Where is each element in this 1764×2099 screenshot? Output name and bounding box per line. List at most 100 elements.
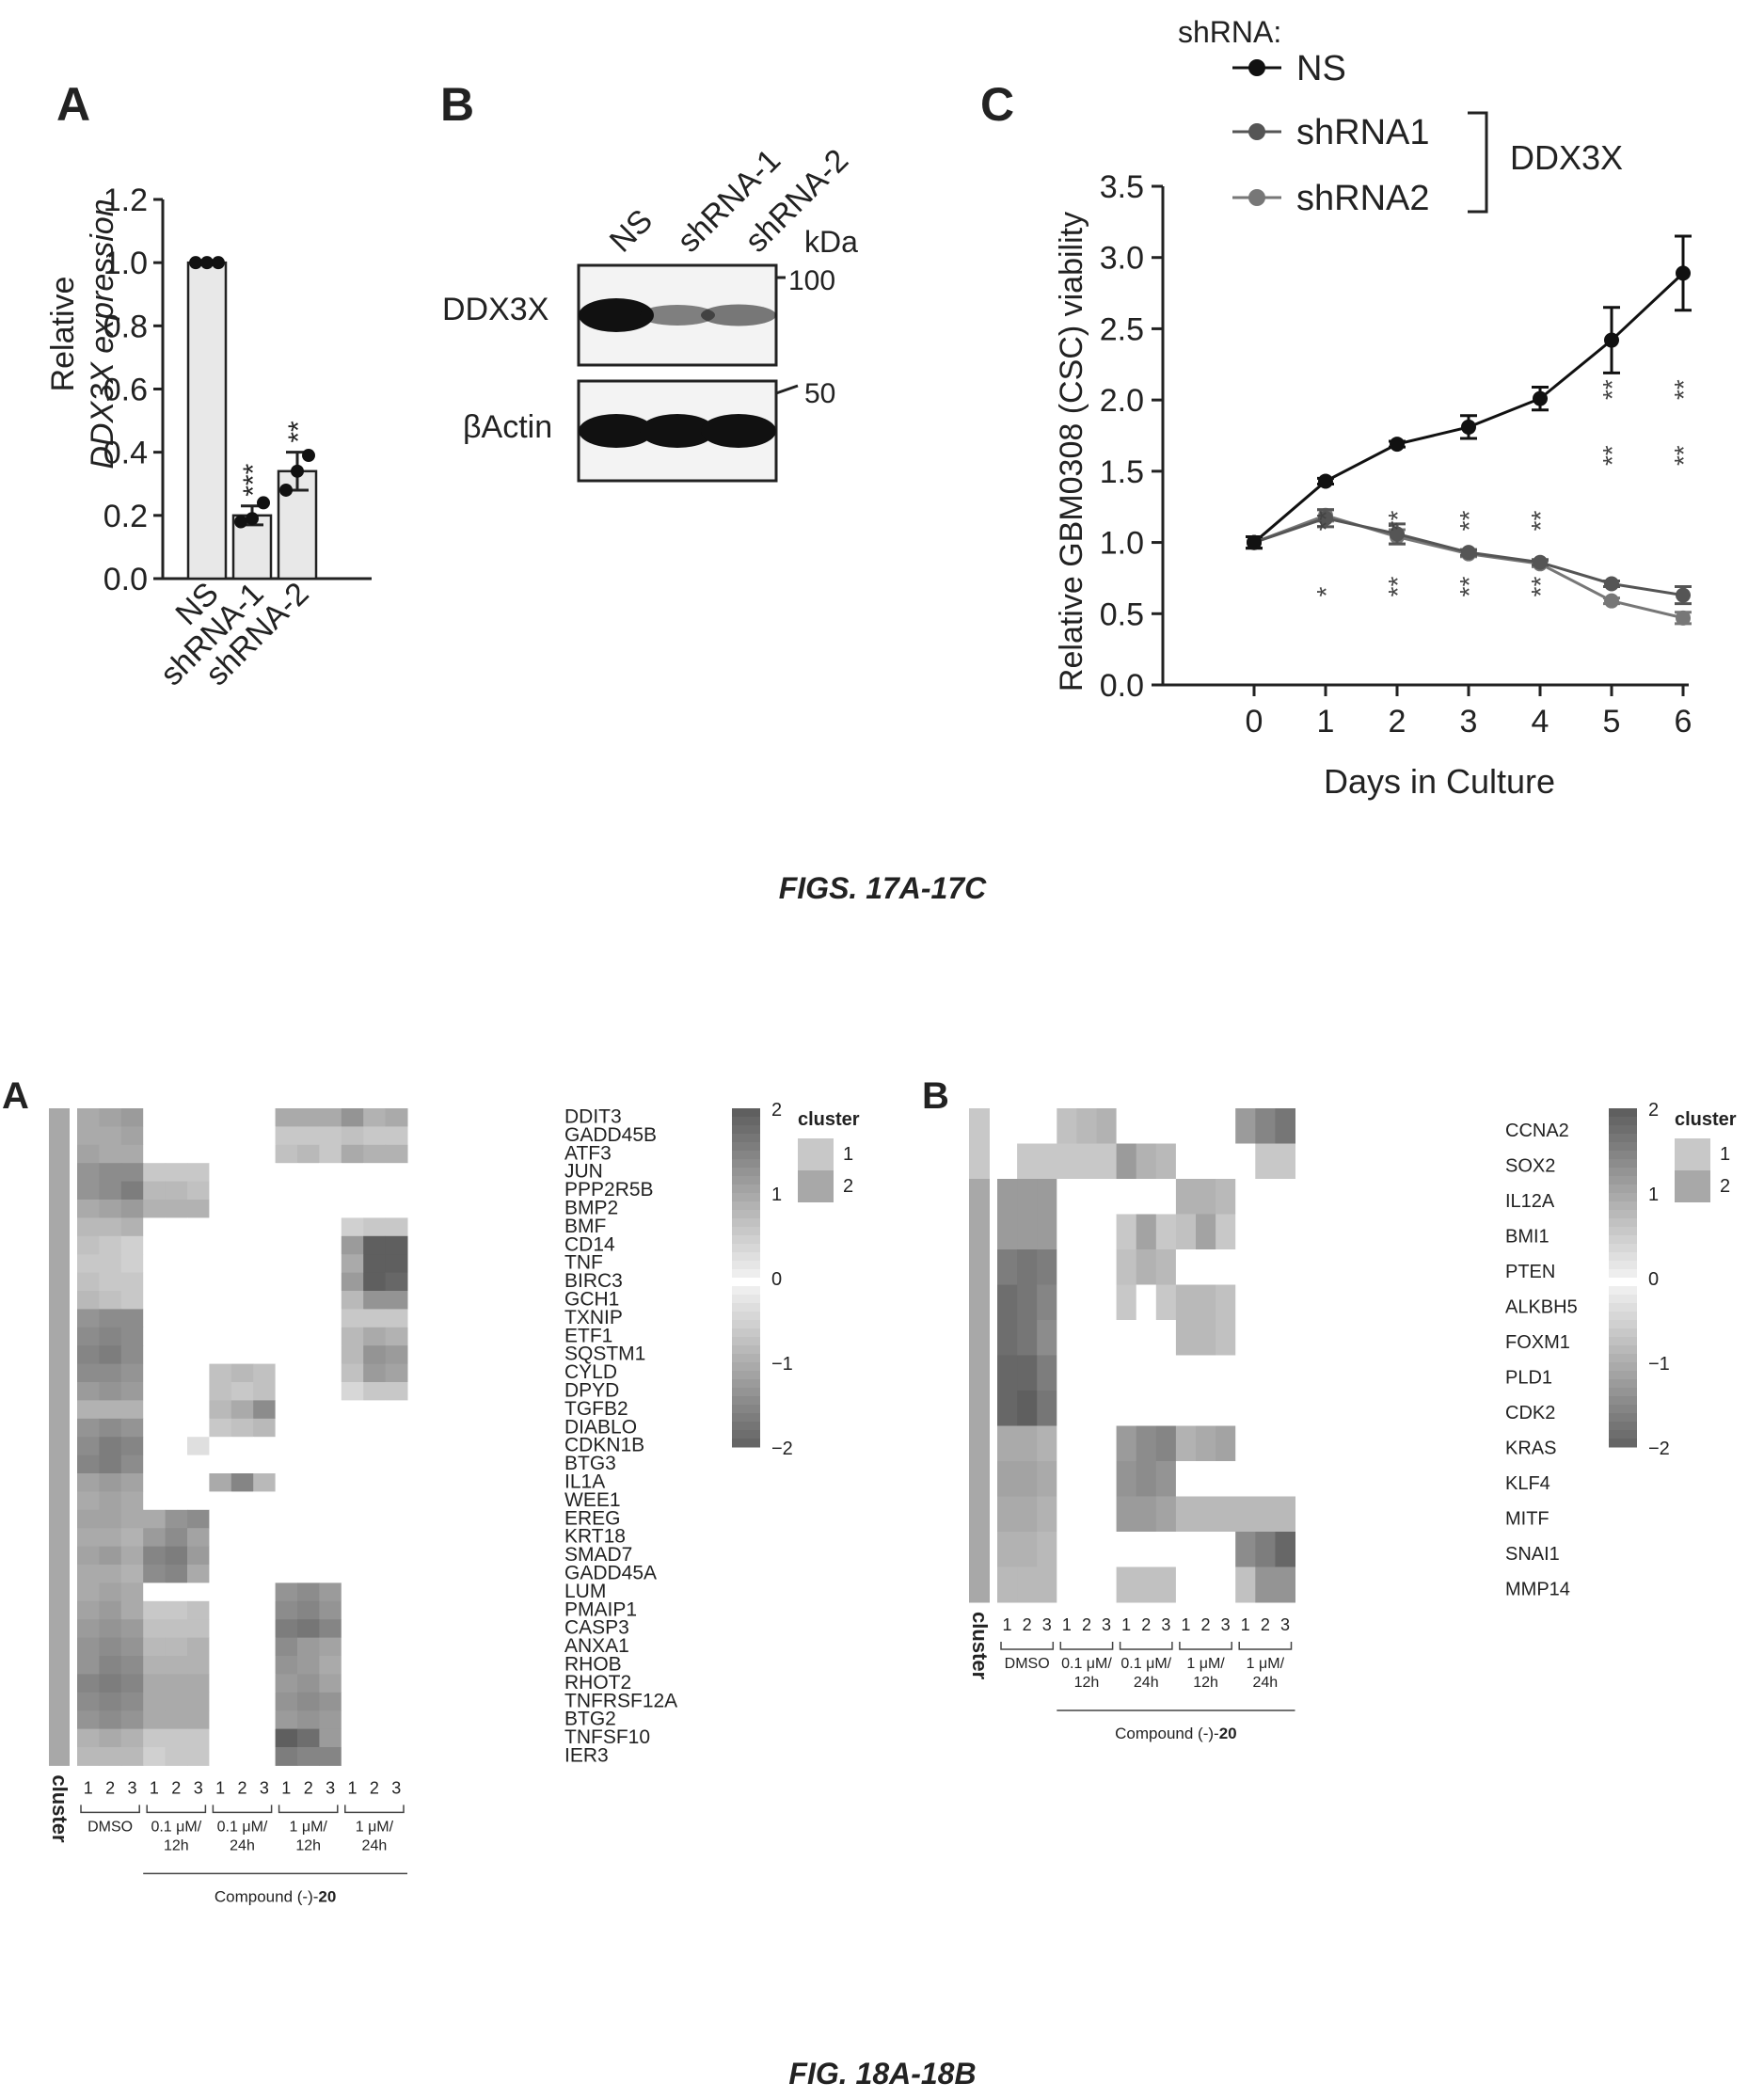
heatmap-cell [997,1355,1018,1391]
gene-label-DDIT3: DDIT3 [564,1106,622,1128]
heatmap-cell [1096,1496,1118,1533]
heatmap-cell [1017,1179,1038,1215]
heatmap-cell [363,1600,387,1620]
heatmap-cell [1057,1355,1077,1391]
heatmap-cell [385,1455,408,1474]
heatmap-cell [319,1418,342,1438]
data-point-NS [1676,265,1691,281]
heatmap-cell [77,1619,100,1639]
heatmap-cell [1216,1461,1236,1497]
heatmap-cell [363,1200,387,1218]
significance-17c: ** [1669,379,1698,400]
y-tick-label-17a: 0.4 [103,436,148,471]
heatmap-cell [341,1309,364,1328]
heatmap-cell [1037,1496,1057,1533]
cluster-cell [969,1179,990,1215]
heatmap-cell [143,1291,167,1310]
scale-bar-cell [1609,1142,1637,1152]
heatmap-cell [341,1418,364,1438]
gene-label-MMP14: MMP14 [1505,1580,1570,1600]
heatmap-cell [1255,1108,1276,1144]
cluster-legend-swatch [798,1170,834,1202]
bar-chart-17a: 0.00.20.40.60.81.01.2NS***shRNA-1**shRNA… [103,183,372,692]
heatmap-cell [230,1126,254,1146]
scale-bar-cell [1609,1345,1637,1355]
heatmap-cell [319,1491,342,1511]
heatmap-cell [1275,1320,1295,1356]
heatmap-cell [99,1509,122,1529]
heatmap-cell [341,1382,364,1401]
heatmap-cell [77,1382,100,1401]
scale-bar-cell [1609,1218,1637,1228]
heatmap-cell [275,1309,298,1328]
heatmap-cell [143,1637,167,1657]
heatmap-cell [363,1674,387,1694]
heatmap-cell [209,1181,232,1201]
gene-label-BIRC3: BIRC3 [564,1270,623,1292]
heatmap-cell [319,1582,342,1602]
heatmap-cell [297,1710,320,1730]
heatmap-cell [319,1619,342,1639]
kda-label: kDa [804,225,858,259]
heatmap-cell [385,1181,408,1201]
scale-bar-cell [732,1388,760,1397]
heatmap-cell [77,1528,100,1548]
heatmap-cell [120,1728,144,1748]
heatmap-cell [1057,1284,1077,1321]
heatmap-cell [319,1565,342,1583]
heatmap-cell [1235,1284,1256,1321]
heatmap-cell [99,1108,122,1127]
data-point-NS [1247,534,1262,550]
heatmap-cell [363,1309,387,1328]
data-point-NS [1533,390,1548,406]
heatmap-cell [1057,1496,1077,1533]
heatmap-cell [385,1272,408,1292]
heatmap-cell [275,1528,298,1548]
heatmap-cell [253,1528,277,1548]
gene-label-JUN: JUN [564,1161,603,1183]
heatmap-cell [230,1363,254,1383]
scale-bar-cell [1609,1176,1637,1185]
heatmap-cell [165,1619,188,1639]
group-bracket [1000,1642,1055,1650]
heatmap-cell [1136,1320,1157,1356]
heatmap-cell [120,1254,144,1274]
heatmap-cell [297,1728,320,1748]
heatmap-cell [77,1473,100,1492]
heatmap-cell [1235,1108,1256,1144]
heatmap-cell [1235,1391,1256,1426]
significance-17a: *** [238,463,269,496]
heatmap-cell [143,1327,167,1346]
scale-bar-cell [1609,1108,1637,1118]
heatmap-cell [143,1656,167,1675]
cluster-cell [969,1425,990,1462]
scale-bar-cell [732,1345,760,1355]
heatmap-cell [143,1144,167,1164]
cluster-cell [49,1437,70,1456]
gene-label-CASP3: CASP3 [564,1617,629,1639]
scale-bar-cell [1609,1227,1637,1236]
legend-label-NS: NS [1296,49,1346,88]
replicate-label: 1 [347,1778,357,1797]
heatmap-cell [209,1656,232,1675]
heatmap-cell [165,1327,188,1346]
heatmap-cell [165,1291,188,1310]
heatmap-cell [319,1144,342,1164]
band-βActin-0 [579,414,654,448]
legend-marker-shRNA2 [1248,189,1265,206]
heatmap-cell [275,1692,298,1711]
heatmap-cell [297,1692,320,1711]
heatmap-cell [1076,1320,1097,1356]
heatmap-cell [1076,1284,1097,1321]
heatmap-cell [1175,1108,1197,1144]
heatmap-cell [1017,1355,1038,1391]
scale-bar-cell [732,1303,760,1312]
heatmap-cell [99,1600,122,1620]
heatmap-cell [253,1363,277,1383]
cluster-cell [49,1619,70,1639]
scale-bar-cell [732,1168,760,1177]
heatmap-cell [77,1600,100,1620]
gene-label-TXNIP: TXNIP [564,1307,623,1328]
heatmap-cell [120,1710,144,1730]
line-chart-17c: 0.00.51.01.52.02.53.03.50 1 2 3 4 5 6*********… [1100,49,1698,739]
